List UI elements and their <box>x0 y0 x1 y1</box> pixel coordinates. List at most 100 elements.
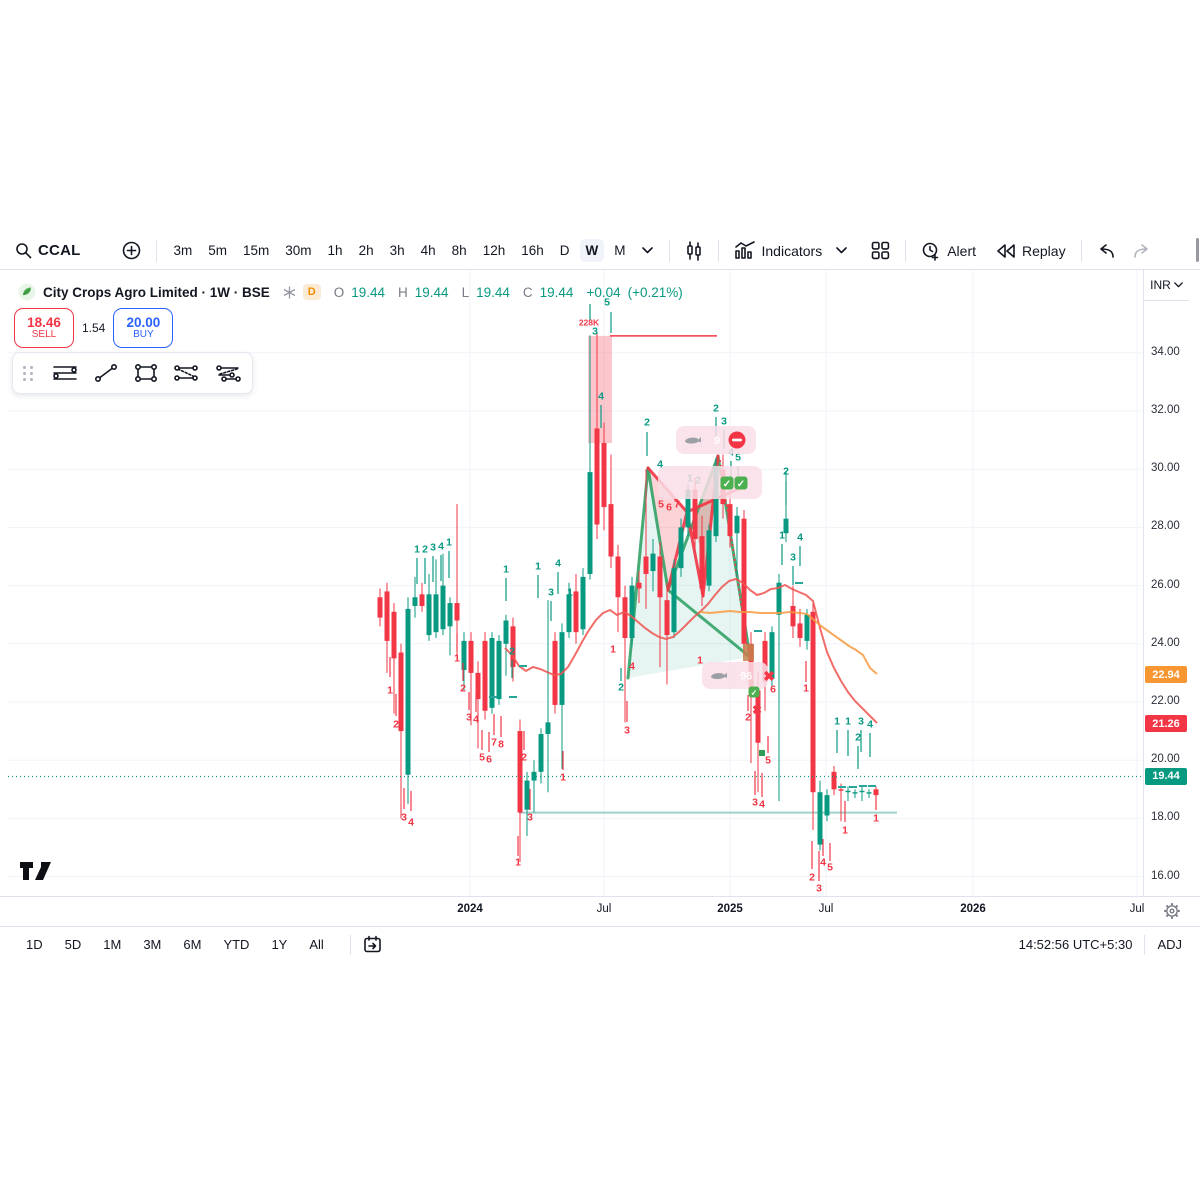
sell-button[interactable]: 18.46 SELL <box>14 308 74 348</box>
symbol-title[interactable]: City Crops Agro Limited · 1W · BSE <box>43 284 270 300</box>
svg-text:2: 2 <box>422 544 428 556</box>
alert-button[interactable]: Alert <box>914 236 983 266</box>
window-scrollbar-thumb[interactable] <box>1196 238 1199 262</box>
interval-30m[interactable]: 30m <box>285 243 312 258</box>
interval-8h[interactable]: 8h <box>451 243 467 258</box>
svg-text:5: 5 <box>658 499 664 511</box>
spread-value: 1.54 <box>82 321 106 335</box>
drag-handle-icon[interactable] <box>23 365 34 381</box>
replay-button[interactable]: Replay <box>989 238 1073 264</box>
high-value: 19.44 <box>414 284 449 300</box>
svg-text:3: 3 <box>548 587 554 599</box>
change-percent: (+0.21%) <box>627 284 683 300</box>
redo-button[interactable] <box>1124 238 1158 264</box>
indicators-chevron-icon <box>836 247 848 254</box>
range-YTD[interactable]: YTD <box>223 937 250 952</box>
interval-3m[interactable]: 3m <box>173 243 193 258</box>
interval-16h[interactable]: 16h <box>521 243 544 258</box>
range-All[interactable]: All <box>309 937 324 952</box>
candlestick-style-icon <box>685 240 703 261</box>
interval-4h[interactable]: 4h <box>420 243 436 258</box>
svg-text:96: 96 <box>740 671 752 683</box>
adj-toggle[interactable]: ADJ <box>1157 937 1182 952</box>
interval-1h[interactable]: 1h <box>327 243 343 258</box>
axis-price-badge-21.26: 21.26 <box>1145 715 1187 733</box>
price-tick-32.00: 32.00 <box>1151 404 1180 416</box>
interval-W[interactable]: W <box>579 239 605 262</box>
swing-markers: 12341121341354241223452143112342228K1234… <box>387 297 879 895</box>
rectangle-tool-icon[interactable] <box>134 363 158 383</box>
svg-text:2: 2 <box>509 646 515 658</box>
range-1D[interactable]: 1D <box>26 937 43 952</box>
range-5D[interactable]: 5D <box>64 937 82 952</box>
svg-text:4: 4 <box>438 541 444 553</box>
currency-selector[interactable]: INR <box>1143 270 1189 301</box>
high-label: H <box>398 284 408 300</box>
compare-add-button[interactable] <box>115 236 148 265</box>
buy-label: BUY <box>133 328 154 340</box>
price-tick-26.00: 26.00 <box>1151 578 1180 591</box>
interval-5m[interactable]: 5m <box>208 243 227 258</box>
top-toolbar: CCAL 3m 5m 15m 30m 1h 2h 3h 4h 8h 12h 16h D W M <box>8 232 1190 269</box>
svg-text:5: 5 <box>479 752 485 764</box>
trend-line-tool-icon[interactable] <box>94 364 118 382</box>
svg-text:1: 1 <box>503 564 509 576</box>
svg-text:2: 2 <box>521 752 527 764</box>
svg-text:2: 2 <box>618 682 624 694</box>
svg-text:1: 1 <box>515 857 521 869</box>
symbol-logo-leaf-icon <box>18 283 36 301</box>
layout-grid-button[interactable] <box>864 236 897 265</box>
svg-text:✓: ✓ <box>737 479 745 490</box>
symbol-search-button[interactable]: CCAL <box>8 237 87 264</box>
pattern-tool-icon[interactable] <box>174 364 200 382</box>
snowflake-icon[interactable] <box>283 286 296 299</box>
plus-circle-icon <box>122 241 141 260</box>
range-3M[interactable]: 3M <box>143 937 162 952</box>
range-1Y[interactable]: 1Y <box>271 937 288 952</box>
go-to-date-calendar-icon[interactable] <box>363 935 382 954</box>
interval-D[interactable]: D <box>559 243 570 258</box>
interval-M[interactable]: M <box>614 243 626 258</box>
range-1M[interactable]: 1M <box>103 937 122 952</box>
time-axis[interactable]: 2024 Jul 2025 Jul 2026 Jul <box>0 896 1200 927</box>
fib-lines-tool-icon[interactable] <box>52 364 78 382</box>
time-tick-2024: 2024 <box>457 903 483 915</box>
interval-2h[interactable]: 2h <box>358 243 374 258</box>
price-tick-30.00: 30.00 <box>1151 462 1180 475</box>
interval-chevron-down-icon[interactable] <box>636 243 659 258</box>
indicators-label: Indicators <box>761 242 823 259</box>
alert-clock-icon <box>921 241 941 261</box>
daily-interval-badge[interactable]: D <box>302 284 321 300</box>
svg-text:4: 4 <box>820 857 826 869</box>
emoji-annotations: 9 96 ✓ ✓ ✓ ✖ ✖ <box>658 426 775 756</box>
chart-style-button[interactable] <box>678 236 710 266</box>
session-clock[interactable]: 14:52:56 UTC+5:30 <box>1018 937 1133 952</box>
svg-text:3: 3 <box>401 812 407 824</box>
interval-3h[interactable]: 3h <box>389 243 405 258</box>
range-6M[interactable]: 6M <box>183 937 202 952</box>
svg-text:2: 2 <box>713 403 719 415</box>
svg-text:1: 1 <box>873 813 879 825</box>
price-tick-18.00: 18.00 <box>1151 811 1180 824</box>
undo-button[interactable] <box>1090 238 1124 264</box>
axis-price-badge-22.94: 22.94 <box>1145 666 1187 684</box>
interval-15m[interactable]: 15m <box>243 243 270 258</box>
projection-tool-icon[interactable] <box>216 364 242 382</box>
timezone-gear-icon[interactable] <box>1163 902 1181 920</box>
svg-text:✖: ✖ <box>752 703 762 717</box>
time-tick-Jul: Jul <box>1129 903 1145 915</box>
sell-label: SELL <box>31 328 57 340</box>
price-axis[interactable]: 34.00 32.00 30.00 28.00 26.00 24.00 22.00 20.00… <box>1143 270 1189 896</box>
svg-text:1: 1 <box>535 561 541 573</box>
buy-button[interactable]: 20.00 BUY <box>113 308 174 348</box>
interval-12h[interactable]: 12h <box>482 243 506 258</box>
svg-text:✖: ✖ <box>763 668 775 684</box>
svg-text:1: 1 <box>779 530 785 542</box>
svg-text:7: 7 <box>491 737 497 749</box>
trade-panel: 18.46 SELL 1.54 20.00 BUY <box>14 308 174 348</box>
candles-layer <box>377 332 879 863</box>
symbol-legend: City Crops Agro Limited · 1W · BSE D O 19… <box>18 283 683 301</box>
svg-text:1: 1 <box>446 537 452 549</box>
indicators-button[interactable]: Indicators <box>727 236 855 266</box>
